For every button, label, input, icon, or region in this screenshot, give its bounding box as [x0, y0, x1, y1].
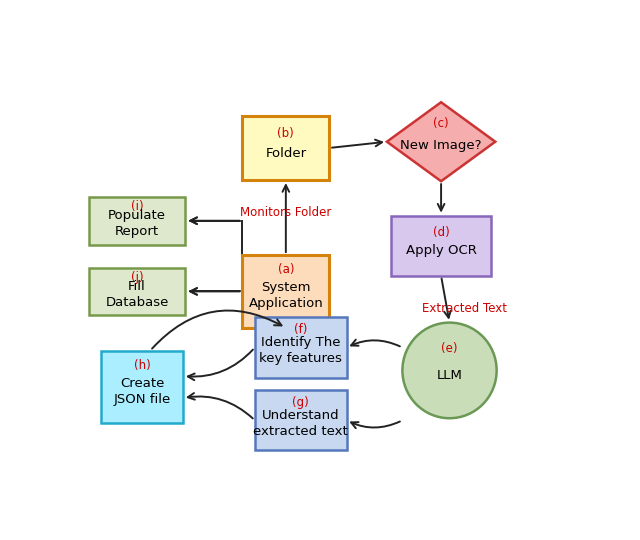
FancyBboxPatch shape: [243, 116, 329, 180]
Text: New Image?: New Image?: [401, 139, 482, 152]
FancyBboxPatch shape: [89, 267, 186, 315]
FancyBboxPatch shape: [89, 197, 186, 245]
Text: Understand
extracted text: Understand extracted text: [253, 409, 348, 438]
Text: Fill
Database: Fill Database: [106, 280, 169, 309]
Text: Identify The
key features: Identify The key features: [259, 336, 342, 366]
Text: (a): (a): [278, 263, 294, 276]
FancyBboxPatch shape: [243, 255, 329, 328]
Text: (g): (g): [292, 396, 309, 409]
Text: Populate
Report: Populate Report: [108, 209, 166, 238]
FancyBboxPatch shape: [101, 350, 183, 423]
Text: (j): (j): [131, 271, 143, 284]
Ellipse shape: [403, 322, 497, 418]
Text: Create
JSON file: Create JSON file: [113, 377, 171, 406]
FancyBboxPatch shape: [392, 215, 491, 276]
Text: (c): (c): [433, 117, 449, 131]
Text: LLM: LLM: [436, 369, 463, 382]
Text: (e): (e): [441, 342, 458, 355]
Text: Monitors Folder: Monitors Folder: [240, 206, 332, 219]
Text: System
Application: System Application: [248, 281, 323, 310]
Text: Folder: Folder: [265, 147, 307, 160]
Text: (f): (f): [294, 323, 307, 336]
Text: Extracted Text: Extracted Text: [422, 301, 507, 314]
Text: Apply OCR: Apply OCR: [406, 244, 477, 257]
FancyBboxPatch shape: [255, 318, 347, 377]
Polygon shape: [387, 102, 495, 181]
Text: (d): (d): [433, 226, 449, 239]
FancyBboxPatch shape: [255, 390, 347, 450]
Text: (b): (b): [278, 127, 294, 140]
Text: (i): (i): [131, 200, 143, 213]
Text: (h): (h): [134, 359, 150, 372]
